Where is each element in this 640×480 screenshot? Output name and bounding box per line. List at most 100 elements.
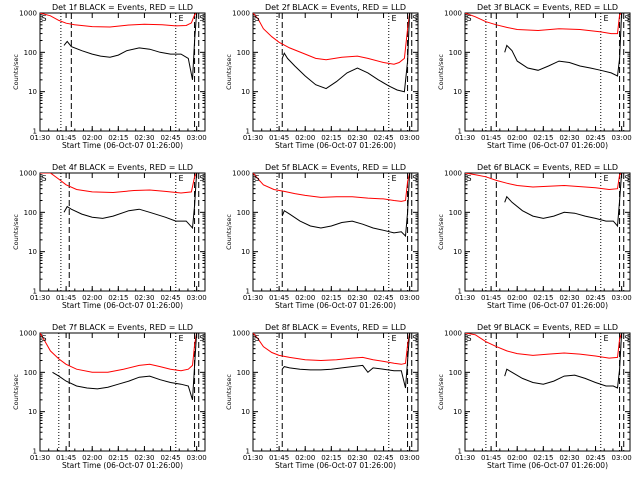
plot-area xyxy=(465,13,625,131)
plot-frame xyxy=(464,332,631,452)
x-tick-label: 02:30 xyxy=(347,134,367,142)
x-tick-label: 01:45 xyxy=(56,454,76,462)
flare-marker-label: S xyxy=(41,334,46,343)
y-tick-label: 1000 xyxy=(19,330,37,338)
y-tick-label: 100 xyxy=(237,369,250,377)
x-tick-label: 03:00 xyxy=(612,294,632,302)
x-tick-label: 02:30 xyxy=(559,294,579,302)
panel-title: Det 5f BLACK = Events, RED = LLD xyxy=(265,163,406,172)
flare-marker-label: S xyxy=(254,334,259,343)
x-tick-label: 02:15 xyxy=(533,454,553,462)
flare-marker-label: S xyxy=(41,14,46,23)
x-tick-label: 02:00 xyxy=(295,294,315,302)
x-tick-label: 01:45 xyxy=(269,294,289,302)
x-tick-label: 02:00 xyxy=(82,454,102,462)
series-line-lld xyxy=(465,333,623,359)
y-tick-label: 1 xyxy=(246,128,250,136)
x-tick-label: 01:45 xyxy=(269,134,289,142)
y-tick-label: 1 xyxy=(458,128,462,136)
x-tick-label: 02:15 xyxy=(321,294,341,302)
x-tick-label: 03:00 xyxy=(400,294,420,302)
y-axis-label: Counts/sec xyxy=(225,374,233,410)
flare-marker-label: S xyxy=(254,14,259,23)
flare-marker-label: S xyxy=(624,14,629,23)
y-tick-label: 1000 xyxy=(232,330,250,338)
y-tick-label: 1 xyxy=(33,448,37,456)
series-line-events xyxy=(504,333,623,389)
plot-frame xyxy=(464,172,631,292)
y-tick-label: 10 xyxy=(241,248,250,256)
series-line-events xyxy=(281,333,411,389)
flare-marker-label: S xyxy=(412,174,417,183)
flare-marker-label: E xyxy=(178,334,183,343)
x-tick-label: 02:15 xyxy=(321,134,341,142)
flare-marker-label: S xyxy=(254,174,259,183)
x-axis-label: Start Time (06-Oct-07 01:26:00) xyxy=(275,461,396,470)
y-axis-label: Counts/sec xyxy=(12,54,20,90)
y-tick-label: 1 xyxy=(33,288,37,296)
y-tick-label: 1 xyxy=(33,128,37,136)
y-tick-label: 10 xyxy=(28,248,37,256)
series-line-lld xyxy=(253,333,411,365)
y-tick-label: 10 xyxy=(241,408,250,416)
x-axis-label: Start Time (06-Oct-07 01:26:00) xyxy=(487,301,608,310)
x-tick-label: 02:15 xyxy=(108,294,128,302)
series-line-lld xyxy=(465,13,622,35)
flare-marker-label: S xyxy=(199,14,204,23)
y-tick-label: 10 xyxy=(241,88,250,96)
x-tick-label: 03:00 xyxy=(612,454,632,462)
panel-title: Det 8f BLACK = Events, RED = LLD xyxy=(265,323,406,332)
plot-area xyxy=(253,333,413,451)
x-tick-label: 02:45 xyxy=(373,134,393,142)
plot-area xyxy=(465,173,625,291)
series-line-events xyxy=(504,173,623,228)
flare-marker-label: S xyxy=(624,334,629,343)
plot-frame xyxy=(252,332,419,452)
x-tick-label: 01:45 xyxy=(56,294,76,302)
series-line-lld xyxy=(40,13,197,28)
x-tick-label: 02:00 xyxy=(507,294,527,302)
panel-det-7: Det 7f BLACK = Events, RED = LLD 1 10 100 10… xyxy=(12,323,207,470)
y-axis-label: Counts/sec xyxy=(437,54,445,90)
x-tick-label: 02:15 xyxy=(108,454,128,462)
x-tick-label: 02:15 xyxy=(533,294,553,302)
y-tick-label: 100 xyxy=(24,49,37,57)
plot-frame xyxy=(252,172,419,292)
flare-marker-label: S xyxy=(466,14,471,23)
flare-marker-label: E xyxy=(603,14,608,23)
x-tick-label: 02:45 xyxy=(585,454,605,462)
flare-marker-label: S xyxy=(624,174,629,183)
plot-frame xyxy=(464,12,631,132)
x-tick-label: 02:15 xyxy=(108,134,128,142)
series-line-lld xyxy=(465,173,622,191)
x-tick-label: 02:00 xyxy=(507,454,527,462)
x-tick-label: 03:00 xyxy=(400,454,420,462)
x-tick-label: 02:00 xyxy=(295,134,315,142)
panel-det-3: Det 3f BLACK = Events, RED = LLD 1 10 100 10… xyxy=(437,3,632,150)
panel-det-4: Det 4f BLACK = Events, RED = LLD 1 10 100 10… xyxy=(12,163,207,310)
x-tick-label: 03:00 xyxy=(187,294,207,302)
x-tick-label: 02:30 xyxy=(134,294,154,302)
y-tick-label: 1000 xyxy=(19,10,37,18)
x-tick-label: 02:00 xyxy=(507,134,527,142)
x-axis-label: Start Time (06-Oct-07 01:26:00) xyxy=(62,301,183,310)
series-line-lld xyxy=(253,13,411,65)
y-axis-label: Counts/sec xyxy=(437,214,445,250)
y-tick-label: 10 xyxy=(28,88,37,96)
plot-frame xyxy=(39,172,206,292)
x-tick-label: 01:30 xyxy=(455,134,475,142)
flare-marker-label: S xyxy=(412,334,417,343)
panel-det-5: Det 5f BLACK = Events, RED = LLD 1 10 100 10… xyxy=(225,163,420,310)
x-tick-label: 02:15 xyxy=(321,454,341,462)
y-tick-label: 1000 xyxy=(444,10,462,18)
plot-area xyxy=(40,333,200,451)
panel-title: Det 9f BLACK = Events, RED = LLD xyxy=(477,323,618,332)
x-tick-label: 02:45 xyxy=(160,294,180,302)
y-tick-label: 1000 xyxy=(19,170,37,178)
y-axis-label: Counts/sec xyxy=(225,54,233,90)
flare-marker-label: S xyxy=(199,334,204,343)
x-tick-label: 01:30 xyxy=(243,134,263,142)
x-tick-label: 03:00 xyxy=(187,454,207,462)
y-tick-label: 1 xyxy=(246,448,250,456)
x-axis-label: Start Time (06-Oct-07 01:26:00) xyxy=(275,141,396,150)
